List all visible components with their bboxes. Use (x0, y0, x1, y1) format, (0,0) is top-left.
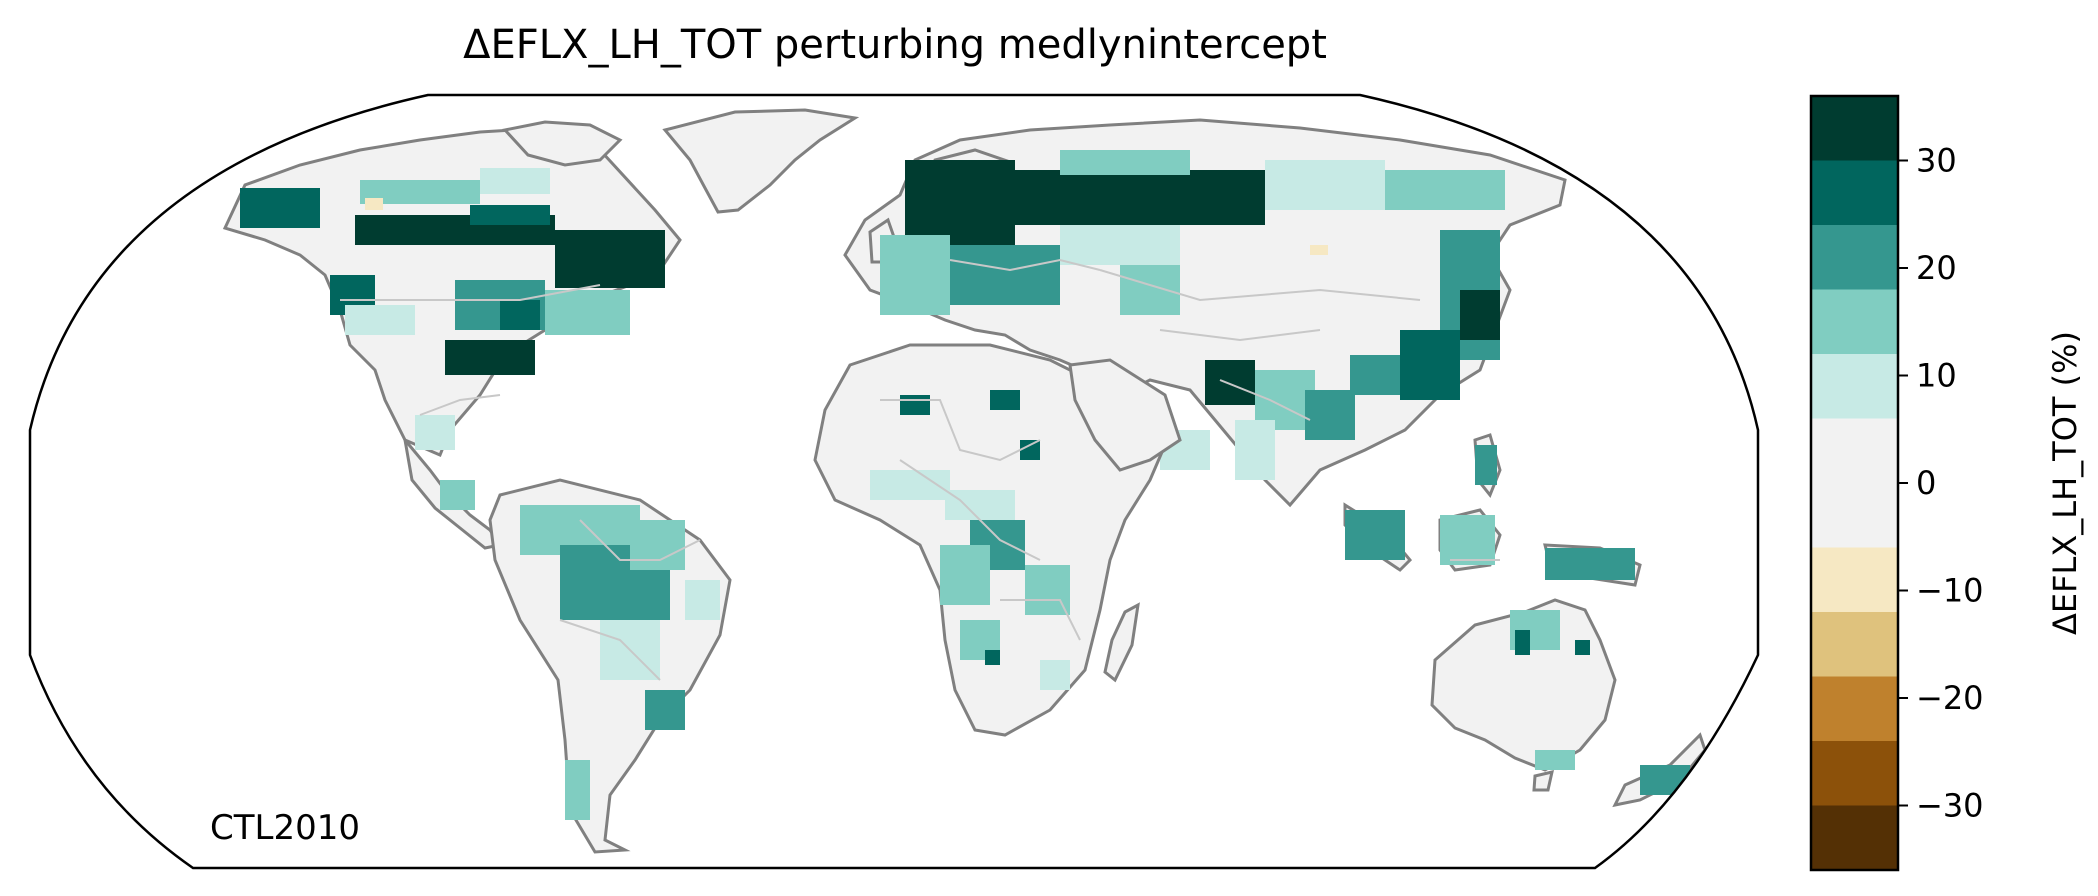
map-cell (985, 650, 1000, 665)
region-maritime-asia (1343, 433, 1642, 587)
map-cell (1060, 225, 1180, 265)
map-cell (945, 490, 1015, 520)
land-australia (1430, 598, 1617, 772)
colorbar-bin (1811, 160, 1898, 225)
map-land-layer (222, 108, 1707, 854)
map-cell (1235, 420, 1275, 480)
map-cell (1305, 390, 1355, 440)
colorbar-ticks: 30 20 10 0 −10 −20 −30 (1898, 142, 1984, 825)
map-cell (1385, 170, 1505, 210)
map-cell (470, 205, 550, 225)
map-label: CTL2010 (210, 808, 360, 848)
map-cell (1350, 355, 1400, 395)
map-cell (1020, 440, 1040, 460)
map-cell (480, 168, 550, 194)
map-cell (1345, 510, 1405, 560)
map-cell (1400, 330, 1460, 400)
map-cell (630, 520, 685, 570)
colorbar-bin (1811, 676, 1898, 741)
colorbar-label: ΔEFLX_LH_TOT (%) (2046, 331, 2084, 635)
map-cell (880, 235, 950, 315)
colorbar-tick-label: 20 (1916, 249, 1957, 287)
colorbar-bin (1811, 547, 1898, 612)
map-cell (1205, 360, 1255, 405)
map-cell (1535, 750, 1575, 770)
colorbar-bin (1811, 418, 1898, 548)
continent-oceania (1430, 598, 1707, 808)
map-cell (685, 580, 720, 620)
colorbar: 30 20 10 0 −10 −20 −30 ΔEFLX_LH_TOT (%) (1809, 94, 2084, 872)
map-cell (990, 390, 1020, 410)
map-cell (940, 545, 990, 605)
map-cell (645, 690, 685, 730)
map-cell (1575, 640, 1590, 655)
map-cell (1515, 630, 1530, 655)
map-cell (500, 300, 540, 330)
map-cell (1040, 660, 1070, 690)
colorbar-bin (1811, 805, 1898, 870)
map-cell (345, 305, 415, 335)
country-borders (340, 258, 1500, 681)
continent-south-america (488, 478, 732, 854)
continent-africa (813, 343, 1182, 737)
continent-north-america (222, 108, 860, 550)
map-cell (440, 480, 475, 510)
colorbar-bin (1811, 741, 1898, 806)
map-panel (28, 93, 1760, 870)
colorbar-bins (1811, 96, 1898, 870)
map-cell (1060, 150, 1190, 175)
map-cell (1310, 245, 1328, 255)
land-tasmania (1532, 769, 1554, 792)
globe-outline (28, 93, 1760, 870)
map-cell (1265, 160, 1385, 210)
colorbar-tick-label: 10 (1916, 357, 1957, 395)
map-cell (1460, 290, 1500, 340)
land-arctic-islands (502, 120, 623, 167)
map-cell (900, 395, 930, 415)
map-cell (445, 340, 535, 375)
colorbar-tick-label: −30 (1916, 787, 1984, 825)
colorbar-bin (1811, 354, 1898, 419)
colorbar-bin (1811, 225, 1898, 290)
map-cell (415, 415, 455, 450)
land-arabia (1068, 358, 1182, 472)
continent-eurasia (843, 118, 1567, 508)
colorbar-bin (1811, 96, 1898, 161)
colorbar-tick-label: 0 (1916, 464, 1936, 502)
colorbar-tick-label: 30 (1916, 142, 1957, 180)
colorbar-bin (1811, 289, 1898, 354)
map-cell (1120, 265, 1180, 315)
land-madagascar (1103, 602, 1140, 683)
map-cell (1545, 548, 1635, 580)
map-cell (555, 230, 665, 288)
map-cell (1440, 515, 1495, 565)
map-cell (905, 160, 1015, 245)
colorbar-tick-label: −10 (1916, 572, 1984, 610)
map-cell (565, 760, 590, 820)
map-cell (365, 198, 383, 210)
map-cell (1015, 170, 1265, 225)
map-cell (240, 188, 320, 228)
map-cell (1475, 445, 1497, 485)
colorbar-bin (1811, 612, 1898, 677)
map-cell (950, 245, 1060, 305)
map-cell (545, 290, 630, 335)
colorbar-tick-label: −20 (1916, 679, 1984, 717)
land-greenland (662, 108, 860, 214)
page-title: ΔEFLX_LH_TOT perturbing medlynintercept (463, 22, 1327, 68)
